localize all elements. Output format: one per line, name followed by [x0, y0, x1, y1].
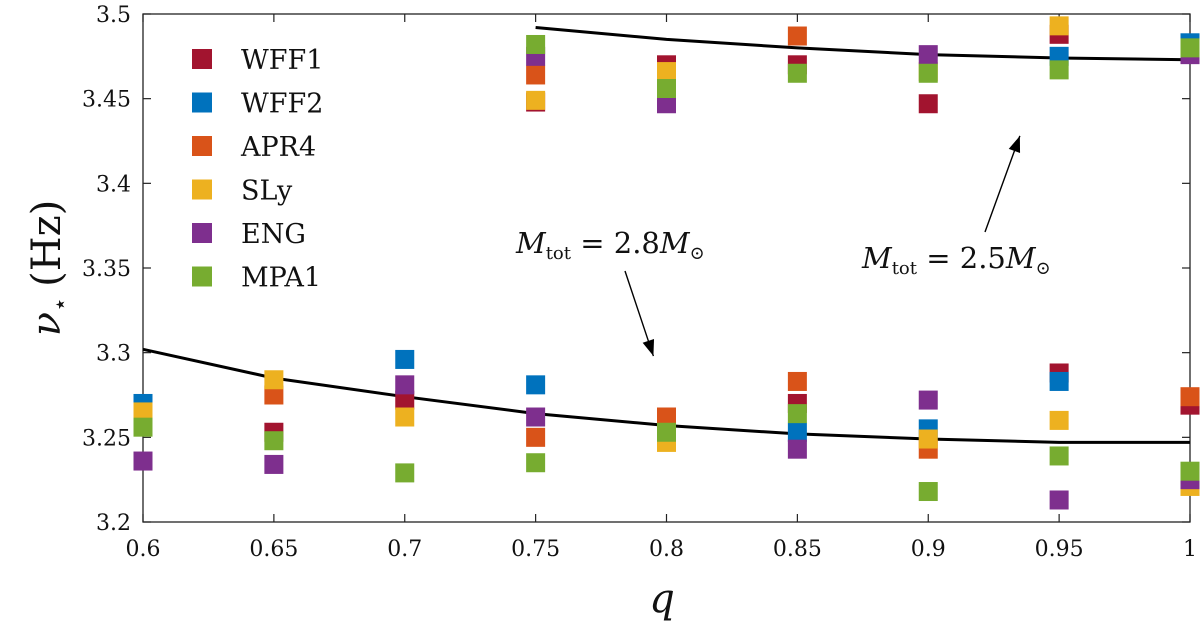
point-eng: [918, 45, 938, 65]
legend-label-wff2: WFF2: [241, 89, 323, 120]
legend: WFF1 WFF2 APR4 SLy ENG MPA1: [192, 45, 323, 294]
x-tick-label: 0.85: [773, 537, 822, 562]
point-sly: [918, 429, 938, 449]
legend-swatch-wff1: [192, 49, 212, 69]
y-axis: 3.2 3.25 3.3 3.35 3.4 3.45 3.5: [82, 3, 1190, 536]
point-sly: [133, 402, 153, 422]
x-tick-label: 0.7: [387, 537, 422, 562]
point-sly: [1049, 16, 1069, 36]
point-sly: [1049, 410, 1069, 430]
x-axis-label: q: [649, 576, 675, 622]
data-points: [133, 16, 1200, 510]
point-wff2: [1049, 371, 1069, 391]
point-wff2: [526, 375, 546, 395]
point-mpa1: [657, 422, 676, 442]
point-eng: [787, 439, 807, 459]
point-mpa1: [1180, 461, 1200, 481]
point-apr4: [657, 407, 676, 427]
point-mpa1: [657, 79, 676, 99]
point-wff1: [395, 390, 415, 410]
annotation-arrow-head: [1008, 135, 1021, 154]
x-tick-label: 1: [1183, 537, 1197, 562]
svg-text:ν⋆(Hz): ν⋆ (Hz): [24, 200, 74, 337]
x-axis: 0.6 0.65 0.7 0.75 0.8 0.85 0.9 0.95 1: [126, 14, 1197, 562]
legend-label-apr4: APR4: [240, 132, 316, 163]
y-axis-symbol: ν: [24, 312, 70, 336]
point-eng: [264, 454, 284, 474]
point-sly: [264, 370, 284, 390]
point-eng: [918, 390, 938, 410]
legend-swatch-wff2: [192, 92, 212, 113]
y-tick-label: 3.5: [96, 3, 131, 28]
point-mpa1: [526, 34, 546, 54]
point-mpa1: [1049, 446, 1069, 466]
legend-swatch-mpa1: [192, 266, 212, 287]
annotation-arrow-line: [984, 135, 1021, 233]
y-tick-label: 3.2: [96, 511, 131, 536]
annotation-label: Mtot = 2.8M⊙: [515, 226, 705, 264]
point-mpa1: [133, 417, 153, 437]
x-tick-label: 0.65: [249, 537, 298, 562]
point-apr4: [526, 427, 546, 447]
x-tick-label: 0.6: [126, 537, 161, 562]
annotation-label: Mtot = 2.5M⊙: [861, 241, 1051, 279]
annotations: Mtot = 2.8M⊙ Mtot = 2.5M⊙: [515, 135, 1051, 357]
x-tick-label: 0.95: [1035, 537, 1084, 562]
y-tick-label: 3.3: [96, 342, 131, 367]
point-mpa1: [395, 463, 415, 483]
legend-label-sly: SLy: [241, 176, 293, 207]
point-mpa1: [787, 63, 807, 83]
point-eng: [1049, 490, 1069, 510]
x-tick-label: 0.75: [511, 537, 560, 562]
point-apr4: [1180, 387, 1200, 407]
point-sly: [657, 62, 676, 82]
point-apr4: [787, 26, 807, 46]
point-mpa1: [1180, 38, 1200, 58]
y-tick-label: 3.45: [82, 88, 131, 113]
point-apr4: [526, 65, 546, 85]
y-tick-label: 3.25: [82, 426, 131, 451]
point-apr4: [264, 385, 284, 405]
point-sly: [526, 90, 546, 110]
point-eng: [657, 94, 676, 114]
point-eng: [395, 375, 415, 395]
point-mpa1: [1049, 60, 1069, 80]
point-wff1: [918, 94, 938, 114]
y-axis-subscript: ⋆: [46, 297, 74, 312]
legend-swatch-sly: [192, 179, 212, 200]
point-mpa1: [264, 431, 284, 451]
point-wff2: [395, 349, 415, 369]
point-mpa1: [787, 404, 807, 424]
y-tick-label: 3.35: [82, 257, 131, 282]
legend-label-wff1: WFF1: [241, 45, 323, 76]
y-axis-unit: (Hz): [24, 200, 70, 287]
legend-label-mpa1: MPA1: [241, 263, 321, 294]
point-wff2: [787, 422, 807, 442]
legend-label-eng: ENG: [241, 219, 306, 250]
point-mpa1: [526, 453, 546, 473]
x-tick-label: 0.9: [911, 537, 946, 562]
point-mpa1: [918, 482, 938, 502]
y-axis-label: ν⋆ (Hz): [24, 200, 74, 337]
point-eng: [526, 407, 546, 427]
point-mpa1: [918, 63, 938, 83]
annotation-arrow-head: [642, 338, 655, 357]
legend-swatch-apr4: [192, 136, 212, 156]
point-apr4: [787, 371, 807, 391]
point-eng: [133, 451, 153, 471]
x-tick-label: 0.8: [649, 537, 684, 562]
legend-swatch-eng: [192, 223, 212, 243]
fit-curve-1: [535, 26, 1191, 62]
point-sly: [395, 407, 415, 427]
y-tick-label: 3.4: [96, 172, 131, 197]
